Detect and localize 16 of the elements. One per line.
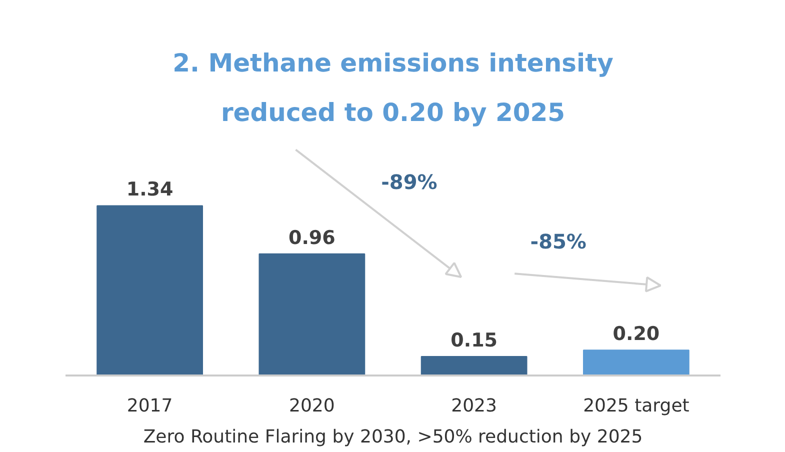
bar bbox=[420, 356, 528, 376]
annotation: -85% bbox=[530, 229, 586, 254]
x-tick-label: 2025 target bbox=[583, 396, 690, 416]
chart-title: 2. Methane emissions intensity reduced to 0.20 by 2025 bbox=[172, 48, 614, 127]
text: -89% bbox=[381, 170, 438, 194]
data-label: 1.34 bbox=[126, 178, 174, 201]
data-label: 0.15 bbox=[450, 329, 498, 352]
bar bbox=[258, 253, 366, 376]
bar bbox=[96, 205, 203, 376]
x-tick-label: 2023 bbox=[451, 396, 497, 416]
data-label: 0.96 bbox=[288, 226, 336, 249]
text: Zero Routine Flaring by 2030, >50% reduction by 2025 bbox=[143, 426, 643, 448]
bar bbox=[583, 350, 690, 376]
x-tick-label: 2020 bbox=[289, 396, 335, 416]
x-tick-label: 2017 bbox=[126, 396, 173, 416]
data-label: 0.20 bbox=[612, 323, 660, 346]
